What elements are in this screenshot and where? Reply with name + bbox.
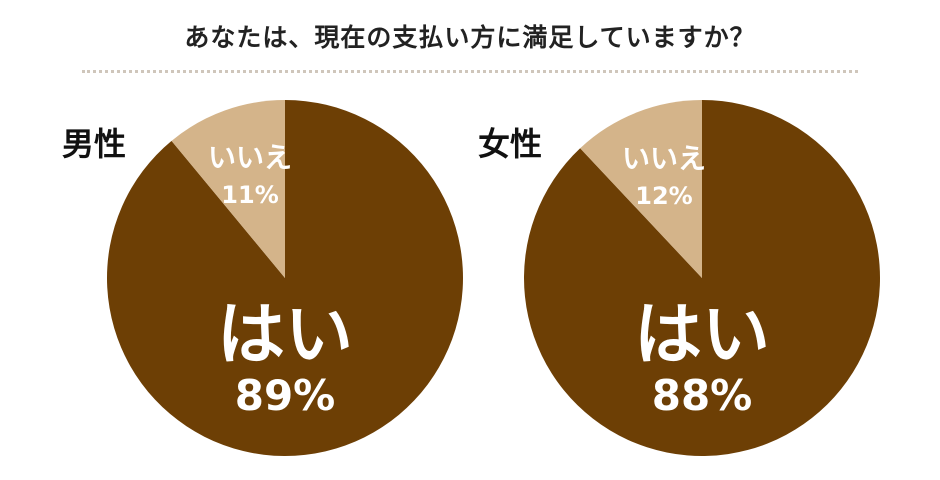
slice-label-yes-male: はい: [217, 296, 353, 375]
slice-value-yes-female: 88%: [652, 371, 753, 420]
slice-label-no-female: いいえ: [622, 142, 706, 175]
slice-value-no-male: 11%: [221, 181, 278, 209]
pie-title-female: 女性: [478, 125, 542, 163]
pie-title-male: 男性: [62, 125, 126, 163]
slice-value-yes-male: 89%: [235, 371, 336, 420]
title-dotted-divider: [82, 70, 858, 73]
slice-label-no-male: いいえ: [208, 141, 292, 174]
slice-value-no-female: 12%: [635, 182, 692, 210]
slice-label-yes-female: はい: [634, 296, 770, 375]
survey-question-title: あなたは、現在の支払い方に満足していますか？: [184, 23, 756, 52]
pie-slice-no-female: [580, 100, 702, 278]
pie-slice-no-male: [171, 100, 285, 278]
